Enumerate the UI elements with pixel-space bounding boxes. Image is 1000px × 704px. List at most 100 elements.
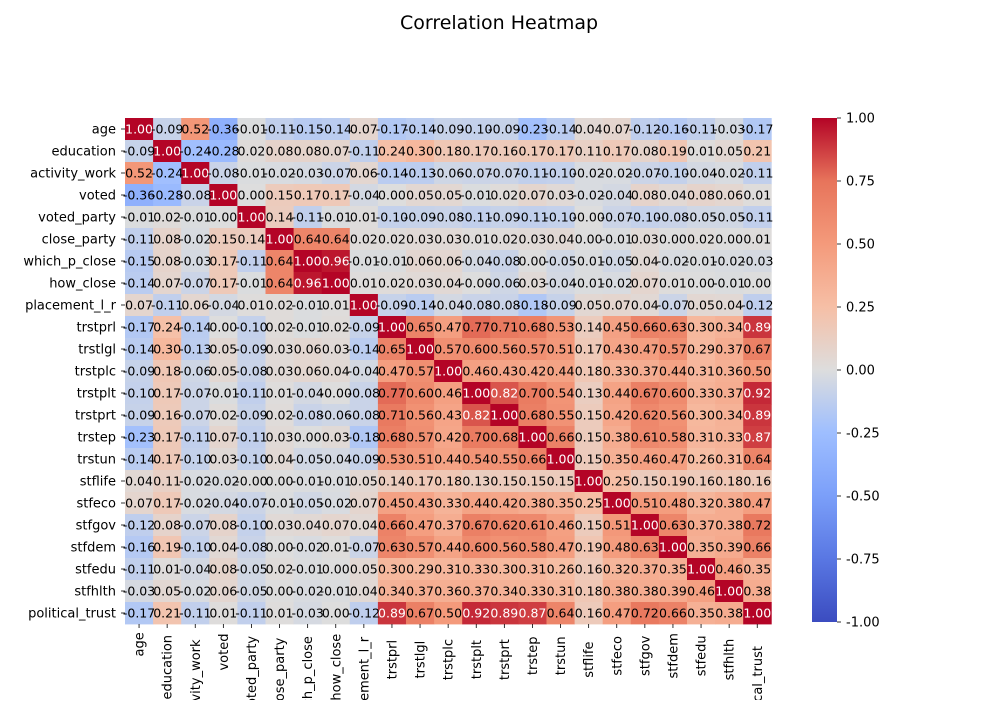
cell-label: -0.01 [460, 188, 492, 203]
heatmap-cell [490, 426, 519, 449]
heatmap-cell [265, 184, 294, 207]
heatmap-cell [743, 470, 772, 493]
cell-label: -0.15 [291, 122, 323, 137]
heatmap-cell [377, 580, 407, 603]
heatmap-cell [406, 602, 435, 625]
cell-label: 1.00 [490, 408, 518, 423]
cell-label: 0.47 [659, 452, 687, 467]
heatmap-cell [377, 514, 407, 537]
cell-label: -0.01 [685, 254, 717, 269]
cell-label: -0.04 [320, 452, 352, 467]
heatmap-cell [153, 514, 182, 537]
cell-label: 0.15 [519, 474, 547, 489]
cell-label: -0.05 [685, 210, 717, 225]
cell-label: -0.09 [235, 342, 267, 357]
heatmap-cell [209, 426, 238, 449]
colorbar-tick-label: -1.00 [846, 616, 880, 631]
heatmap-cell [153, 316, 182, 339]
cell-label: -0.07 [179, 276, 211, 291]
heatmap-cell [658, 118, 688, 141]
cell-label: 0.17 [322, 188, 350, 203]
heatmap-cell [237, 118, 266, 141]
cell-label: 0.03 [209, 452, 237, 467]
heatmap-cell [153, 338, 182, 361]
heatmap-cell [490, 338, 519, 361]
cell-label: -0.05 [291, 452, 323, 467]
cell-label: 0.17 [519, 144, 547, 159]
cell-label: 0.02 [378, 276, 406, 291]
heatmap-cell [630, 184, 660, 207]
heatmap-cell [687, 426, 716, 449]
cell-label: -0.00 [235, 474, 267, 489]
heatmap-cell [293, 184, 323, 207]
cell-label: 0.17 [406, 474, 434, 489]
heatmap-cell [237, 162, 266, 185]
cell-label: 0.01 [266, 606, 294, 621]
cell-label: 0.08 [153, 518, 181, 533]
cell-label: -0.01 [348, 254, 380, 269]
heatmap-cell [265, 162, 294, 185]
heatmap-cell [265, 206, 294, 229]
heatmap-cell [743, 360, 772, 383]
cell-label: 0.21 [153, 606, 181, 621]
heatmap-cell [687, 338, 716, 361]
cell-label: 0.38 [715, 606, 743, 621]
heatmap-cell [265, 448, 294, 471]
heatmap-cell [125, 492, 154, 515]
cell-label: -0.08 [348, 408, 380, 423]
heatmap-cell [630, 580, 660, 603]
cell-label: 0.02 [266, 408, 294, 423]
heatmap-cell [490, 492, 519, 515]
cell-label: -0.02 [713, 254, 745, 269]
y-tick-label: stfedu [75, 563, 116, 578]
heatmap-cell [209, 558, 238, 581]
heatmap-cell [602, 492, 632, 515]
x-tick-label: voted_party [245, 636, 260, 700]
cell-label: -0.00 [320, 386, 352, 401]
cell-label: 0.07 [603, 298, 631, 313]
heatmap-cell [687, 316, 716, 339]
y-tick-label: trstplt [77, 387, 116, 402]
heatmap-cell [518, 448, 547, 471]
cell-label: -0.06 [320, 408, 352, 423]
heatmap-cell [293, 602, 323, 625]
cell-label: -0.10 [629, 210, 661, 225]
cell-label: -0.10 [657, 166, 689, 181]
heatmap-cell [265, 360, 294, 383]
cell-label: -0.13 [404, 166, 436, 181]
heatmap-cell [715, 360, 744, 383]
heatmap-cell [181, 118, 210, 141]
cell-label: 0.05 [350, 562, 378, 577]
cell-label: 0.30 [687, 408, 715, 423]
heatmap-cell [181, 536, 210, 559]
heatmap-cell [293, 316, 323, 339]
heatmap-cell [209, 338, 238, 361]
heatmap-cell [574, 184, 604, 207]
cell-label: 0.64 [294, 232, 322, 247]
cell-label: 1.00 [350, 298, 378, 313]
heatmap-cell [153, 492, 182, 515]
cell-label: 0.14 [378, 474, 406, 489]
cell-label: -0.11 [151, 298, 183, 313]
heatmap-cell [237, 184, 266, 207]
cell-label: -0.11 [235, 606, 267, 621]
cell-label: -0.06 [488, 276, 520, 291]
heatmap-cell [518, 294, 547, 317]
heatmap-cell [377, 492, 407, 515]
cell-label: 1.00 [715, 584, 743, 599]
cell-label: 0.43 [490, 364, 518, 379]
heatmap-cell [406, 492, 435, 515]
cell-label: -0.07 [657, 298, 689, 313]
cell-label: 0.70 [462, 430, 490, 445]
cell-label: -0.17 [123, 320, 155, 335]
cell-label: -0.11 [179, 606, 211, 621]
heatmap-cell [406, 250, 435, 273]
heatmap-cell [125, 316, 154, 339]
cell-label: 0.34 [715, 408, 743, 423]
heatmap-cell [125, 580, 154, 603]
cell-label: 0.03 [434, 232, 462, 247]
cell-label: 0.31 [687, 364, 715, 379]
cell-label: 0.05 [687, 298, 715, 313]
heatmap-cell [293, 118, 323, 141]
